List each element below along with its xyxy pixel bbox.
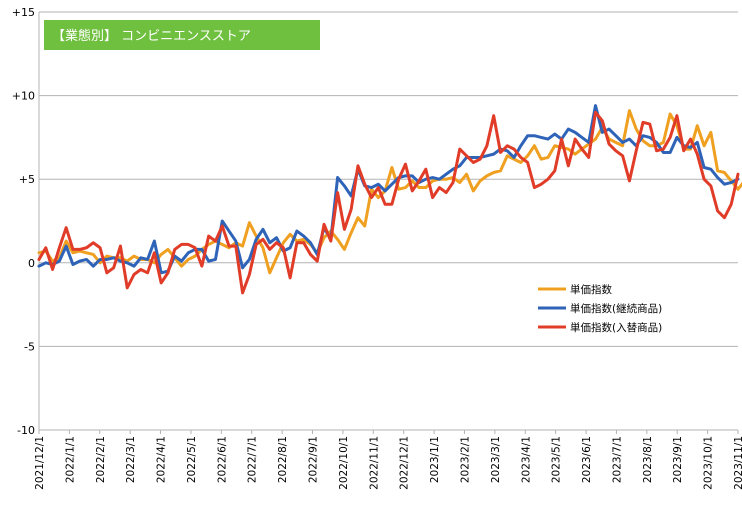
chart-title-badge: 【業態別】 コンビニエンスストア (44, 20, 320, 50)
x-tick-label: 2022/12/1 (399, 436, 411, 490)
series-line-3 (37, 110, 740, 295)
x-axis-tick-labels: 2021/12/1 2022/1/1 2022/2/1 2022/3/1 2022/4/… (34, 430, 742, 490)
y-tick-label: +10 (12, 90, 35, 103)
y-tick-label: +5 (19, 173, 35, 186)
x-tick-label: 2023/3/1 (490, 436, 502, 483)
y-tick-label: -5 (24, 340, 35, 353)
x-tick-label: 2023/6/1 (581, 436, 593, 483)
x-tick-label: 2023/9/1 (672, 436, 684, 483)
x-tick-label: 2023/8/1 (642, 436, 654, 483)
x-tick-label: 2022/2/1 (95, 436, 107, 483)
y-tick-label: -10 (17, 424, 35, 437)
x-tick-label: 2023/7/1 (611, 436, 623, 483)
x-tick-label: 2023/2/1 (459, 436, 471, 483)
y-tick-label: 0 (28, 257, 35, 270)
legend-label: 単価指数(継続商品) (570, 302, 662, 315)
legend-label: 単価指数 (570, 283, 612, 296)
y-axis-tick-labels: +15 +10 +5 0 -5 -10 (12, 6, 35, 437)
x-tick-label: 2022/1/1 (64, 436, 76, 483)
chart-title: 【業態別】 コンビニエンスストア (52, 28, 251, 44)
legend-label: 単価指数(入替商品) (570, 321, 662, 334)
x-tick-label: 2023/1/1 (429, 436, 441, 483)
x-tick-label: 2022/8/1 (277, 436, 289, 483)
title-badge-background (44, 20, 320, 50)
series-line-1 (37, 109, 742, 275)
x-tick-label: 2023/11/1 (733, 436, 742, 490)
x-tick-label: 2022/7/1 (247, 436, 259, 483)
x-tick-label: 2022/4/1 (156, 436, 168, 483)
x-tick-label: 2022/11/1 (368, 436, 380, 490)
x-tick-label: 2023/5/1 (551, 436, 563, 483)
series-line-2 (37, 104, 740, 275)
gridlines (38, 11, 738, 431)
x-tick-label: 2022/5/1 (186, 436, 198, 483)
x-tick-label: 2022/6/1 (216, 436, 228, 483)
x-tick-label: 2023/10/1 (703, 436, 715, 490)
x-tick-label: 2023/4/1 (520, 436, 532, 483)
x-tick-label: 2021/12/1 (34, 436, 46, 490)
x-tick-label: 2022/3/1 (125, 436, 137, 483)
x-tick-label: 2022/10/1 (338, 436, 350, 490)
series-lines (37, 104, 742, 295)
y-tick-label: +15 (12, 6, 35, 19)
x-tick-label: 2022/9/1 (308, 436, 320, 483)
